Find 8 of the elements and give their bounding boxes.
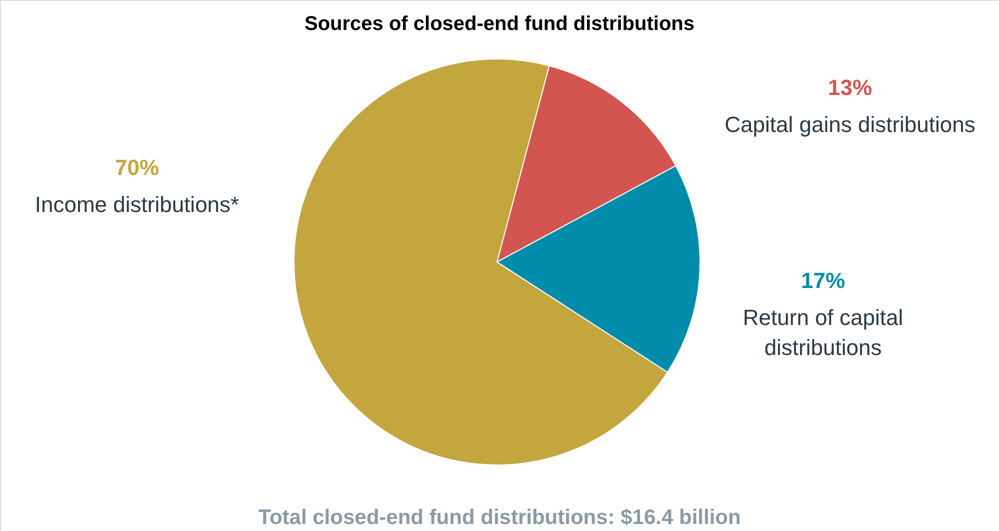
data-label: 70% [114,155,160,180]
slice-label: Income distributions* [34,192,240,217]
data-label: 13% [828,75,872,100]
slice-label: Capital gains distributions [724,112,976,137]
slice-label: Return of capital distributions [742,305,904,360]
chart-title: Sources of closed-end fund distributions [304,13,695,35]
text: Total closed-end fund distributions: $16.4 billion [258,506,741,529]
data-label: 17% [800,268,846,293]
